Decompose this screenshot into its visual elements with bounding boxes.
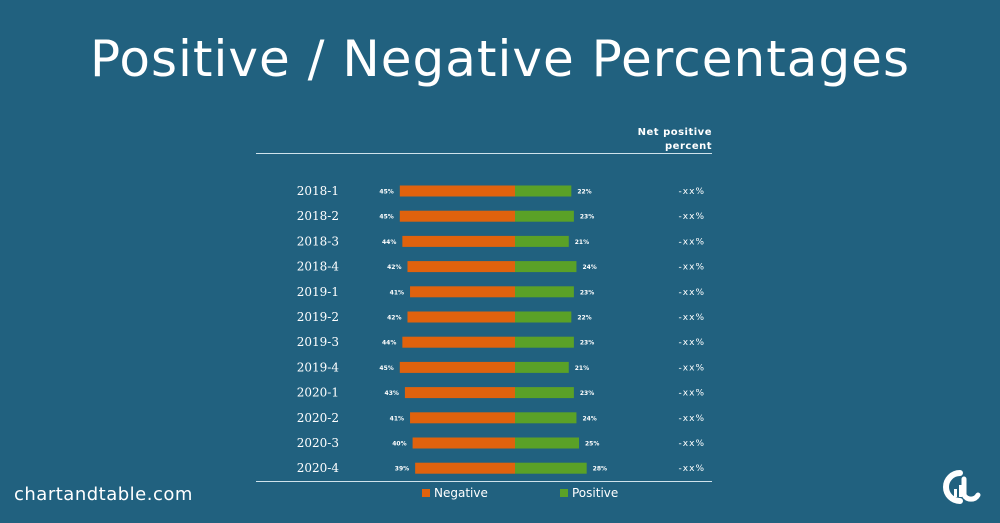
net-positive-value: -xx% (679, 439, 705, 449)
positive-bar (515, 185, 572, 197)
category-label: 2018-3 (297, 234, 339, 248)
positive-bar (515, 437, 579, 449)
negative-bar (415, 462, 515, 474)
negative-data-label: 45% (379, 365, 393, 372)
legend-negative: Negative (422, 486, 488, 500)
footer-rule (256, 481, 712, 482)
positive-data-label: 23% (580, 340, 594, 347)
category-label: 2019-4 (297, 360, 340, 374)
net-positive-value: -xx% (679, 212, 705, 222)
positive-bar (515, 210, 574, 222)
negative-data-label: 45% (379, 214, 393, 221)
negative-data-label: 41% (390, 415, 404, 422)
net-positive-value: -xx% (679, 237, 705, 247)
column-header-line1: Net positive (637, 127, 712, 138)
category-label: 2019-1 (297, 285, 339, 299)
negative-data-label: 39% (395, 466, 409, 473)
net-positive-value: -xx% (679, 389, 705, 399)
category-label: 2019-2 (297, 310, 339, 324)
negative-bar (402, 235, 515, 247)
net-positive-value: -xx% (679, 263, 705, 273)
negative-bar (407, 261, 515, 273)
negative-bar (412, 437, 515, 449)
header-rule (256, 153, 712, 154)
negative-bar (399, 210, 515, 222)
positive-data-label: 21% (575, 239, 589, 246)
positive-data-label: 28% (593, 466, 607, 473)
net-positive-value: -xx% (679, 313, 705, 323)
category-label: 2019-3 (297, 335, 339, 349)
positive-data-label: 21% (575, 365, 589, 372)
negative-bar (399, 185, 515, 197)
positive-bar (515, 261, 577, 273)
positive-data-label: 24% (582, 415, 596, 422)
positive-data-label: 23% (580, 390, 594, 397)
positive-bar (515, 336, 574, 348)
legend-negative-swatch (422, 489, 430, 497)
category-label: 2018-1 (297, 184, 339, 198)
positive-bar (515, 387, 574, 399)
category-label: 2018-2 (297, 209, 339, 223)
negative-data-label: 41% (390, 289, 404, 296)
positive-bar (515, 286, 574, 298)
positive-data-label: 24% (582, 264, 596, 271)
positive-data-label: 23% (580, 289, 594, 296)
chart-title: Positive / Negative Percentages (90, 30, 910, 88)
negative-bar (399, 361, 515, 373)
column-header-line2: percent (665, 141, 712, 152)
positive-bar (515, 462, 587, 474)
category-label: 2020-4 (297, 461, 340, 475)
positive-bar (515, 311, 572, 323)
negative-data-label: 44% (382, 340, 396, 347)
positive-data-label: 22% (577, 315, 591, 322)
net-positive-value: -xx% (679, 187, 705, 197)
negative-bar (410, 412, 515, 424)
negative-bar (404, 387, 515, 399)
positive-bar (515, 361, 569, 373)
positive-data-label: 23% (580, 214, 594, 221)
legend-positive-label: Positive (572, 486, 619, 500)
positive-bar (515, 235, 569, 247)
negative-data-label: 42% (387, 315, 401, 322)
legend-positive-swatch (560, 489, 568, 497)
legend-positive: Positive (560, 486, 618, 500)
brand-label: chartandtable.com (14, 484, 193, 505)
category-label: 2020-1 (297, 386, 339, 400)
negative-data-label: 45% (379, 189, 393, 196)
positive-data-label: 22% (577, 189, 591, 196)
negative-bar (407, 311, 515, 323)
category-label: 2018-4 (297, 260, 340, 274)
net-positive-value: -xx% (679, 464, 705, 474)
brand-logo-icon (943, 470, 981, 504)
net-positive-value: -xx% (679, 288, 705, 298)
net-positive-value: -xx% (679, 363, 705, 373)
net-positive-column-header: Net positive percent (638, 126, 712, 154)
category-label: 2020-3 (297, 436, 339, 450)
positive-data-label: 25% (585, 441, 599, 448)
negative-data-label: 40% (392, 441, 406, 448)
negative-bar (402, 336, 515, 348)
negative-bar (410, 286, 515, 298)
negative-data-label: 44% (382, 239, 396, 246)
negative-data-label: 43% (385, 390, 399, 397)
net-positive-value: -xx% (679, 414, 705, 424)
legend-negative-label: Negative (434, 486, 488, 500)
negative-data-label: 42% (387, 264, 401, 271)
positive-bar (515, 412, 577, 424)
net-positive-value: -xx% (679, 338, 705, 348)
category-label: 2020-2 (297, 411, 339, 425)
